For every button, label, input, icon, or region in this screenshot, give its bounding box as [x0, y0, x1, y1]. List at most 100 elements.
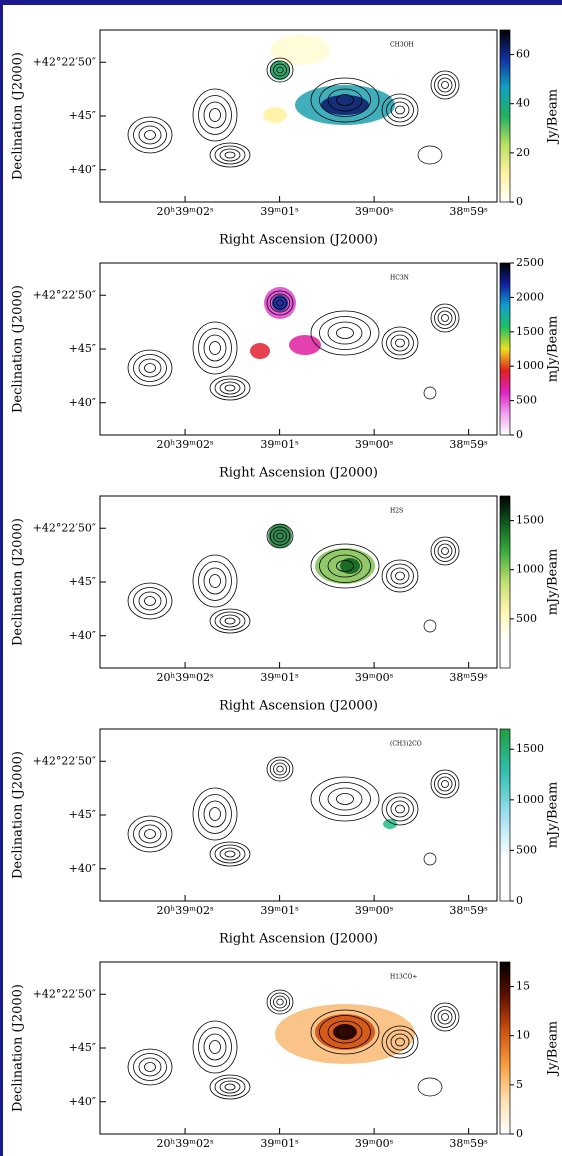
- colorbar-label: Jy/Beam: [546, 1021, 561, 1077]
- y-axis-label: Declination (J2000): [11, 751, 26, 879]
- contour: [214, 1077, 246, 1097]
- contour: [266, 989, 294, 1015]
- contour: [219, 148, 241, 162]
- colorbar-tick-label: 10: [516, 1029, 530, 1042]
- colorbar: [499, 961, 511, 1135]
- contour: [219, 1080, 241, 1094]
- y-tick-label: +40″: [69, 862, 96, 875]
- contour: [395, 1037, 405, 1047]
- contour: [390, 800, 410, 818]
- contour: [273, 762, 287, 776]
- x-tick-label: 38ᵐ59ˢ: [449, 1137, 488, 1150]
- contour: [138, 125, 162, 145]
- contour: [336, 1026, 354, 1038]
- contour: [319, 1015, 371, 1049]
- contour: [144, 1062, 156, 1072]
- contour: [219, 381, 241, 395]
- contour: [437, 543, 453, 559]
- contour: [441, 1013, 449, 1021]
- contour: [214, 145, 246, 165]
- contour: [214, 844, 246, 864]
- x-tick-label: 39ᵐ00ˢ: [355, 671, 394, 684]
- contour: [273, 995, 287, 1009]
- x-tick-label: 39ᵐ01ˢ: [260, 904, 299, 917]
- contour: [209, 608, 251, 634]
- contour: [319, 782, 371, 816]
- contour: [219, 614, 241, 628]
- contour: [276, 532, 284, 540]
- contour: [209, 1074, 251, 1100]
- contour: [269, 992, 291, 1012]
- contour: [310, 1009, 380, 1055]
- y-axis-label: Declination (J2000): [11, 285, 26, 413]
- contour: [144, 596, 156, 606]
- x-axis-label: Right Ascension (J2000): [219, 932, 378, 947]
- contour: [192, 88, 238, 142]
- contour: [266, 290, 294, 316]
- contour: [441, 547, 449, 555]
- x-tick-label: 39ᵐ00ˢ: [355, 1137, 394, 1150]
- contour: [127, 116, 173, 154]
- contour: [381, 326, 419, 360]
- y-tick-label: +42°22′50″: [33, 521, 96, 534]
- colorbar-tick-label: 0: [516, 894, 523, 907]
- contour: [127, 815, 173, 853]
- contour: [386, 1029, 414, 1055]
- contour: [327, 787, 363, 811]
- contour: [133, 587, 167, 615]
- contour: [441, 81, 449, 89]
- contour: [214, 378, 246, 398]
- colorbar-tick-label: 0: [516, 428, 523, 441]
- x-tick-label: 20ʰ39ᵐ02ˢ: [156, 671, 213, 684]
- contour: [224, 1083, 236, 1091]
- y-tick-label: +40″: [69, 396, 96, 409]
- y-axis-label: Declination (J2000): [11, 52, 26, 180]
- contour: [381, 559, 419, 593]
- x-tick-label: 20ʰ39ᵐ02ˢ: [156, 904, 213, 917]
- contour: [209, 341, 221, 355]
- contour: [192, 321, 238, 375]
- y-tick-label: +45″: [69, 342, 96, 355]
- colorbar: [499, 29, 511, 203]
- contour: [214, 611, 246, 631]
- contour: [224, 617, 236, 625]
- plot-frame: [99, 495, 498, 669]
- contour: [336, 94, 354, 106]
- contour: [276, 66, 284, 74]
- contour: [192, 1020, 238, 1074]
- contour: [144, 130, 156, 140]
- contour: [133, 121, 167, 149]
- contour: [203, 800, 227, 828]
- contour: [269, 60, 291, 80]
- x-tick-label: 39ᵐ00ˢ: [355, 205, 394, 218]
- y-tick-label: +40″: [69, 163, 96, 176]
- colorbar-tick-label: 20: [516, 146, 530, 159]
- beam: [417, 145, 443, 165]
- contour: [209, 807, 221, 821]
- contour: [395, 571, 405, 581]
- contour: [273, 529, 287, 543]
- contour: [437, 310, 453, 326]
- beam: [423, 386, 437, 400]
- x-tick-label: 39ᵐ01ˢ: [260, 671, 299, 684]
- contour: [386, 97, 414, 123]
- panel: H2S 20ʰ39ᵐ02ˢ 39ᵐ01ˢ 39ᵐ00ˢ 38ᵐ59ˢ +42°22′50″…: [11, 495, 561, 714]
- x-tick-label: 38ᵐ59ˢ: [449, 205, 488, 218]
- contour: [390, 334, 410, 352]
- contour: [437, 77, 453, 93]
- contour: [310, 310, 380, 356]
- emission: [268, 524, 292, 548]
- x-tick-label: 39ᵐ01ˢ: [260, 438, 299, 451]
- emission: [270, 35, 330, 65]
- colorbar-tick-label: 2000: [516, 290, 544, 303]
- contour: [390, 1033, 410, 1051]
- x-tick-label: 38ᵐ59ˢ: [449, 438, 488, 451]
- colorbar-tick-label: 1500: [516, 742, 544, 755]
- y-tick-label: +42°22′50″: [33, 288, 96, 301]
- contour: [192, 554, 238, 608]
- emission: [272, 295, 288, 311]
- contour: [327, 1020, 363, 1044]
- emission: [383, 819, 397, 829]
- contour: [319, 316, 371, 350]
- contour: [434, 307, 456, 329]
